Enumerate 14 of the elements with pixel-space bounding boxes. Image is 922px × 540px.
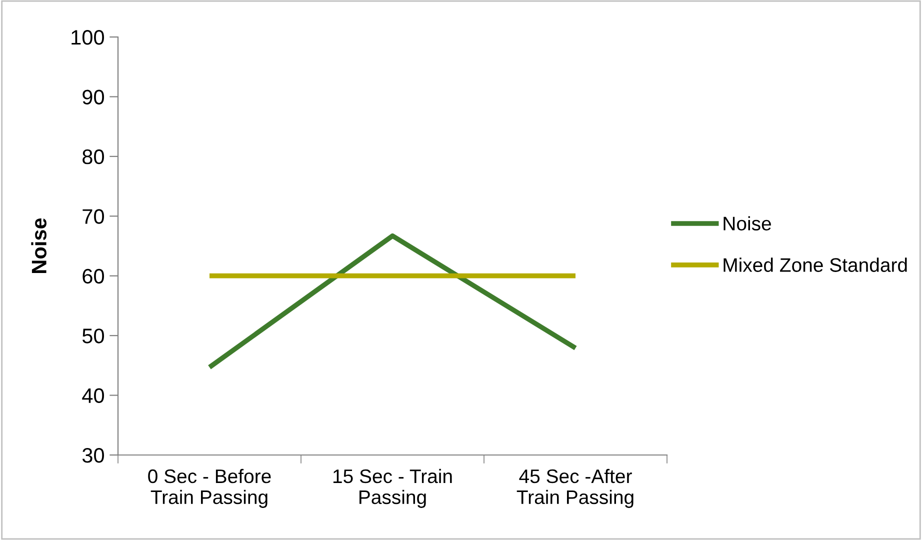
x-tick-label: 0 Sec - Before Train Passing: [148, 468, 271, 508]
legend-label: Mixed Zone Standard: [724, 258, 907, 272]
y-tick-label: 60: [82, 268, 104, 284]
y-tick-label: 90: [82, 90, 104, 104]
y-axis-title: Noise: [31, 218, 46, 273]
y-tick-label: 70: [82, 209, 104, 224]
x-tick-label: 15 Sec - Train Passing: [333, 468, 452, 508]
y-tick-label: 80: [82, 149, 104, 164]
y-tick-label: 30: [82, 448, 104, 463]
y-tick-label: 50: [82, 328, 104, 344]
y-tick-label: 100: [72, 30, 104, 45]
x-tick-label: 45 Sec -After Train Passing: [516, 468, 634, 508]
legend-label: Noise: [724, 216, 771, 230]
y-tick-label: 40: [82, 388, 104, 404]
